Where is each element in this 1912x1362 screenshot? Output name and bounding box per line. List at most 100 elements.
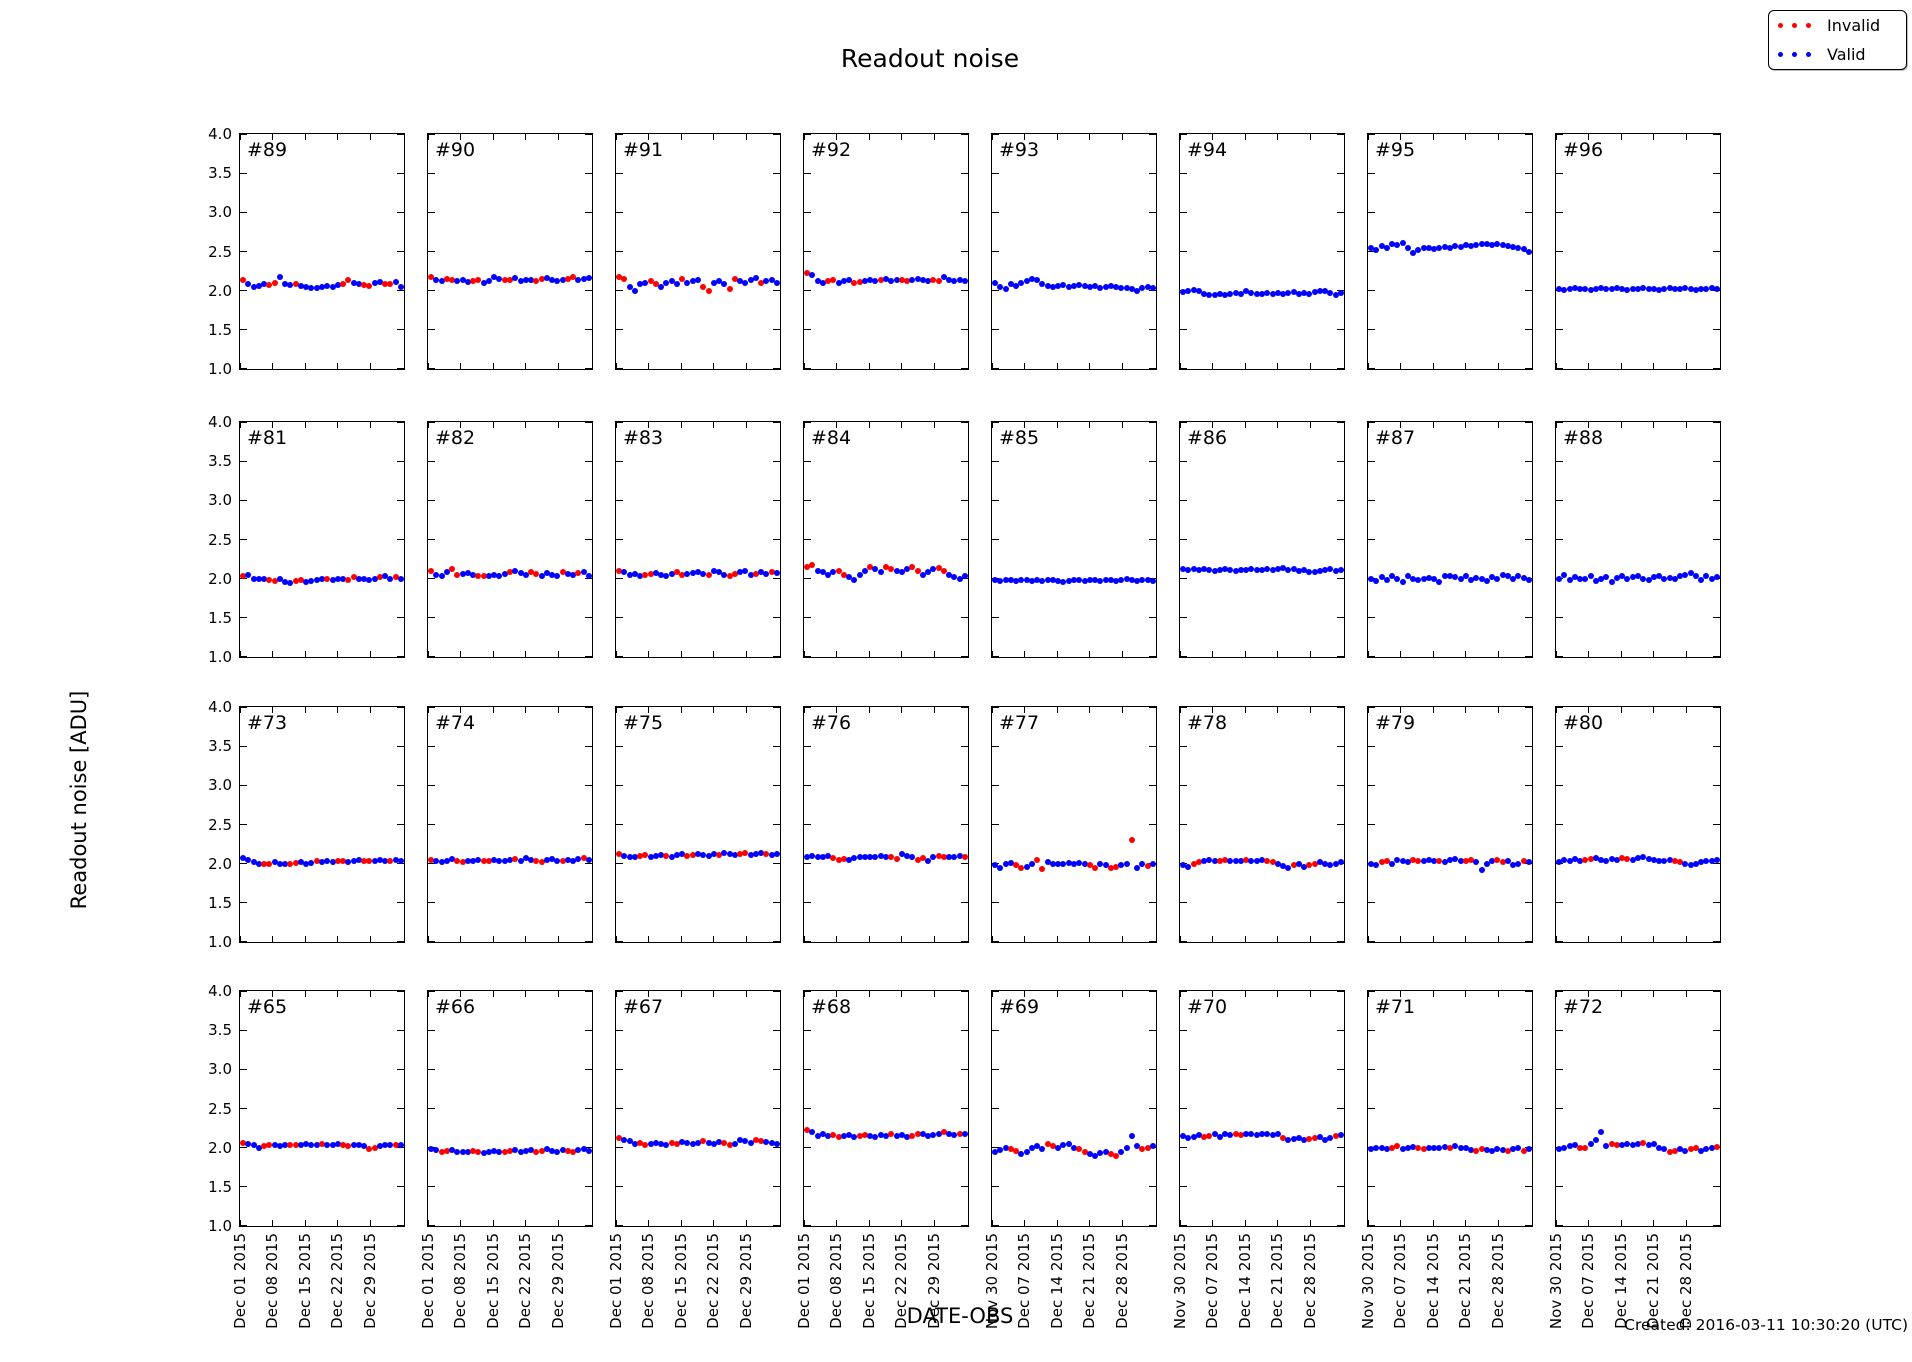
valid-data-point [517, 857, 524, 864]
valid-data-point [1264, 566, 1271, 573]
valid-data-point [1603, 857, 1610, 864]
x-tick-mark [992, 707, 994, 713]
y-tick-mark [585, 133, 592, 135]
valid-data-point [1023, 863, 1030, 870]
x-tick-mark [1497, 936, 1499, 942]
valid-data-point [935, 1130, 942, 1137]
y-tick-mark [240, 1147, 247, 1149]
x-tick-mark [868, 936, 870, 942]
valid-data-point [1097, 860, 1104, 867]
x-tick-mark [713, 134, 715, 140]
x-tick-mark [1244, 936, 1246, 942]
x-tick-mark [1089, 363, 1091, 369]
y-tick-mark [1556, 617, 1563, 619]
x-tick-mark [1121, 363, 1123, 369]
y-tick-mark [961, 941, 968, 943]
invalid-data-point [1677, 859, 1684, 866]
y-tick-mark [961, 617, 968, 619]
valid-data-point [1698, 286, 1705, 293]
valid-data-point [1640, 285, 1647, 292]
y-tick-label: 2.0 [208, 569, 232, 588]
x-tick-mark [1653, 422, 1655, 428]
invalid-data-point [1013, 1147, 1020, 1154]
subplot-80: #80 [1555, 706, 1721, 943]
y-tick-mark [961, 656, 968, 658]
valid-data-point [1128, 1132, 1135, 1139]
valid-data-point [946, 854, 953, 861]
y-tick-mark [428, 578, 435, 580]
valid-data-point [1285, 864, 1292, 871]
valid-data-point [443, 569, 450, 576]
valid-data-point [1023, 1148, 1030, 1155]
y-tick-mark [1525, 133, 1532, 135]
y-tick-mark [1337, 368, 1344, 370]
x-tick-label: Dec 29 2015 [360, 1233, 379, 1329]
x-tick-mark [1277, 651, 1279, 657]
invalid-data-point [324, 575, 331, 582]
x-tick-mark [1056, 936, 1058, 942]
valid-data-point [345, 859, 352, 866]
valid-data-point [1510, 575, 1517, 582]
y-tick-label: 1.5 [208, 1177, 232, 1196]
invalid-data-point [392, 574, 399, 581]
invalid-data-point [1468, 856, 1475, 863]
valid-data-point [930, 566, 937, 573]
x-tick-mark [1244, 651, 1246, 657]
x-tick-label: Dec 21 2015 [1080, 1233, 1099, 1329]
valid-data-point [329, 577, 336, 584]
valid-data-point [819, 1131, 826, 1138]
valid-data-point [1394, 575, 1401, 582]
valid-data-point [1441, 859, 1448, 866]
valid-data-point [382, 573, 389, 580]
valid-data-point [240, 855, 246, 862]
valid-data-point [1243, 1130, 1250, 1137]
subplot-label: #93 [999, 139, 1040, 161]
invalid-data-point [1415, 1145, 1422, 1152]
invalid-data-point [538, 1147, 545, 1154]
x-tick-mark [713, 991, 715, 997]
invalid-data-point [292, 1142, 299, 1149]
y-tick-mark [1556, 1225, 1563, 1227]
valid-data-point [1139, 284, 1146, 291]
x-tick-mark [680, 991, 682, 997]
invalid-data-point [1144, 863, 1151, 870]
valid-data-point [1494, 241, 1501, 248]
valid-data-point [1118, 862, 1125, 869]
valid-data-point [1661, 1146, 1668, 1153]
x-tick-mark [1089, 991, 1091, 997]
y-tick-label: 2.0 [208, 1138, 232, 1157]
x-tick-mark [1277, 422, 1279, 428]
x-tick-mark [804, 936, 806, 942]
invalid-marker-icon [1792, 23, 1797, 28]
x-tick-mark [460, 651, 462, 657]
subplot-94: #94 [1179, 133, 1345, 370]
valid-data-point [1028, 1144, 1035, 1151]
valid-data-point [1007, 859, 1014, 866]
x-tick-mark [868, 991, 870, 997]
valid-data-point [1071, 282, 1077, 289]
subplot-label: #73 [247, 712, 288, 734]
x-tick-mark [1400, 363, 1402, 369]
valid-data-point [459, 1149, 466, 1156]
y-tick-mark [240, 902, 247, 904]
valid-data-point [1295, 290, 1302, 297]
valid-data-point [1232, 858, 1239, 865]
x-tick-mark [272, 134, 274, 140]
valid-data-point [454, 278, 461, 285]
y-tick-mark [1337, 617, 1344, 619]
valid-data-point [1389, 573, 1396, 580]
valid-data-point [1150, 285, 1156, 292]
invalid-data-point [350, 574, 357, 581]
valid-data-point [731, 1140, 738, 1147]
y-tick-mark [1180, 656, 1187, 658]
y-tick-mark [1713, 368, 1720, 370]
y-tick-mark [1337, 329, 1344, 331]
invalid-data-point [856, 279, 863, 286]
x-tick-mark [713, 1220, 715, 1226]
valid-data-point [1698, 859, 1705, 866]
invalid-data-point [475, 572, 482, 579]
valid-data-point [846, 574, 853, 581]
x-tick-label: Dec 08 2015 [263, 1233, 282, 1329]
x-tick-mark [492, 134, 494, 140]
y-tick-mark [1713, 421, 1720, 423]
